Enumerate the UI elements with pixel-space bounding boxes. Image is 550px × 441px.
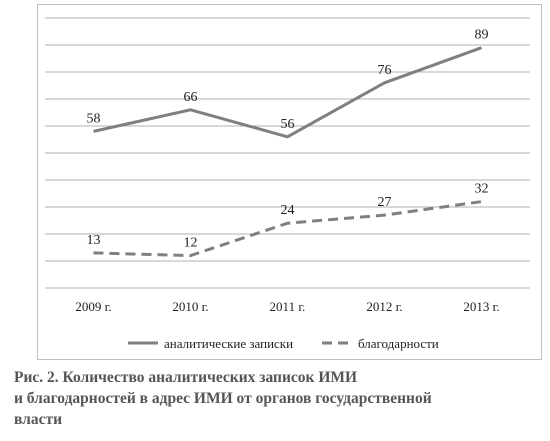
- x-axis-tick-labels: 2009 г. 2010 г. 2011 г. 2012 г. 2013 г.: [75, 299, 499, 314]
- x-tick-label: 2009 г.: [75, 299, 111, 314]
- x-tick-label: 2012 г.: [366, 299, 402, 314]
- x-tick-label: 2013 г.: [463, 299, 499, 314]
- data-label: 24: [281, 203, 295, 218]
- data-label: 56: [281, 117, 295, 132]
- series-lines: [93, 46, 483, 258]
- chart-border: [37, 4, 542, 360]
- legend: аналитические записки благодарности: [128, 336, 439, 351]
- data-label: 27: [378, 195, 392, 210]
- data-label: 76: [378, 63, 392, 78]
- data-label: 32: [475, 182, 489, 197]
- caption-line-1: Рис. 2. Количество аналитических записок…: [14, 369, 358, 386]
- data-label: 66: [184, 90, 198, 105]
- series-line-2: [93, 200, 482, 258]
- legend-label-2: благодарности: [358, 336, 439, 351]
- series-line-1: [93, 46, 483, 139]
- caption-line-3: власти: [14, 411, 63, 428]
- line-chart: 58 66 56 76 89 13 12 24 27 32 2009 г. 2010 г. 2011 …: [37, 4, 542, 360]
- gridlines: [45, 17, 530, 289]
- caption-line-2: и благодарностей в адрес ИМИ от органов …: [14, 390, 432, 407]
- figure-caption: Рис. 2. Количество аналитических записок…: [14, 367, 534, 430]
- x-tick-label: 2011 г.: [270, 299, 306, 314]
- data-label: 13: [87, 233, 101, 248]
- legend-label-1: аналитические записки: [164, 336, 293, 351]
- x-tick-label: 2010 г.: [172, 299, 208, 314]
- data-label: 12: [184, 236, 198, 251]
- data-labels: 58 66 56 76 89 13 12 24 27 32: [87, 28, 489, 251]
- data-label: 58: [87, 111, 101, 126]
- data-label: 89: [475, 28, 489, 43]
